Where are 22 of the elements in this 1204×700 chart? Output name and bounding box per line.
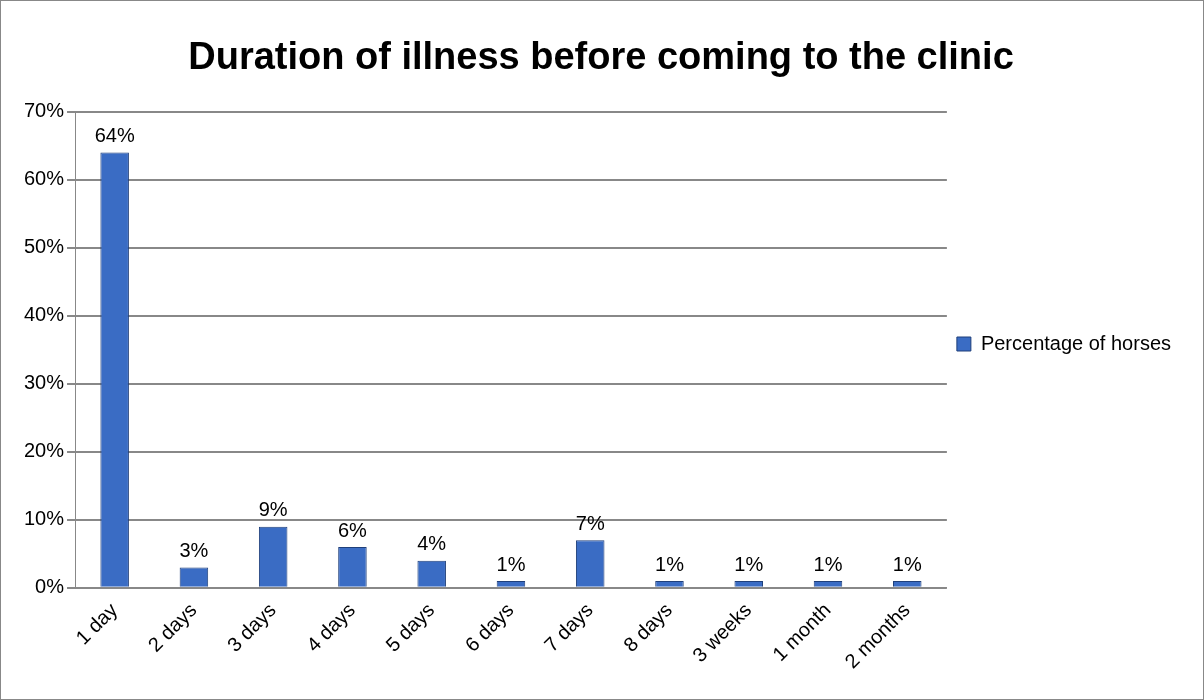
data-label: 1%: [496, 552, 526, 575]
y-tick-label: 0%: [35, 575, 65, 598]
data-label: 9%: [258, 498, 288, 521]
y-tick-label: 50%: [24, 235, 65, 258]
data-label: 3%: [179, 538, 209, 561]
x-tick-label: 1 day: [71, 598, 122, 649]
data-label: 1%: [813, 552, 843, 575]
data-label: 6%: [337, 518, 368, 541]
data-label: 1%: [655, 552, 685, 575]
y-tick-label: 40%: [24, 303, 65, 326]
y-tick-label: 20%: [24, 439, 65, 462]
y-tick-label: 30%: [24, 371, 65, 394]
data-label: 7%: [575, 511, 605, 534]
data-label: 1%: [734, 552, 764, 575]
y-tick-label: 70%: [24, 99, 65, 122]
data-label: 4%: [417, 532, 447, 555]
data-label: 64%: [94, 123, 135, 146]
y-tick-label: 60%: [24, 167, 65, 190]
chart-title: Duration of illness before coming to the clinic: [188, 35, 1014, 78]
data-label: 1%: [892, 552, 922, 575]
legend-label: Percentage of horses: [980, 331, 1172, 354]
y-tick-label: 10%: [24, 507, 65, 530]
